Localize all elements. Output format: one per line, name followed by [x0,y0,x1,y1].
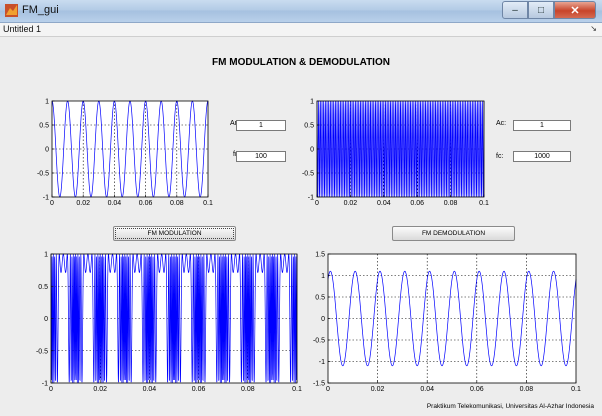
x-tick-label: 0.08 [520,386,534,393]
y-tick-label: -1 [43,195,49,202]
window-titlebar: FM_gui – □ ✕ [0,0,602,23]
x-tick-label: 0.06 [410,200,424,207]
y-tick-label: 0.5 [38,284,48,291]
x-tick-label: 0 [49,386,53,393]
y-tick-label: 1 [45,99,49,106]
fc-label: fc: [496,153,504,160]
window-title: FM_gui [22,4,59,16]
x-tick-label: 0.02 [76,200,90,207]
y-tick-label: -0.5 [37,171,49,178]
maximize-button[interactable]: □ [528,1,554,19]
fm-input[interactable] [236,151,286,162]
y-tick-label: 1 [44,252,48,259]
y-tick-label: 1 [310,99,314,106]
y-tick-label: 0.5 [315,295,325,302]
x-tick-label: 0.06 [139,200,153,207]
x-tick-label: 0.06 [470,386,484,393]
y-tick-label: -0.5 [302,171,314,178]
matlab-icon [5,4,18,17]
am-input[interactable] [236,120,286,131]
x-tick-label: 0.04 [143,386,157,393]
x-tick-label: 0.02 [371,386,385,393]
y-tick-label: -0.5 [36,348,48,355]
y-tick-label: 0 [310,147,314,154]
fm-demodulation-button[interactable]: FM DEMODULATION [392,226,515,241]
x-tick-label: 0.1 [479,200,489,207]
x-tick-label: 0.04 [377,200,391,207]
y-tick-label: -0.5 [313,338,325,345]
x-tick-label: 0.06 [192,386,206,393]
x-tick-label: 0.08 [241,386,255,393]
maximize-icon: □ [537,4,545,16]
minimize-icon: – [512,4,518,16]
y-tick-label: -1 [308,195,314,202]
footer-credit: Praktikum Telekomunikasi, Universitas Al… [426,403,594,410]
x-tick-label: 0.08 [170,200,184,207]
y-tick-label: 0.5 [304,123,314,130]
x-tick-label: 0 [326,386,330,393]
close-button[interactable]: ✕ [554,1,596,19]
y-tick-label: 0.5 [39,123,49,130]
fm-modulation-button[interactable]: FM MODULATION [113,226,236,241]
y-tick-label: 0 [45,147,49,154]
x-tick-label: 0.1 [292,386,302,393]
x-tick-label: 0.02 [344,200,358,207]
x-tick-label: 0.04 [420,386,434,393]
y-tick-label: 0 [44,316,48,323]
y-tick-label: 1 [321,273,325,280]
fm-modulation-label: FM MODULATION [147,230,202,237]
fc-input[interactable] [513,151,571,162]
modulated-plot: 0 0.02 0.04 0.06 0.08 0.1 -1 -0.5 0 0.5 1 [36,252,302,394]
window-controls: – □ ✕ [502,1,596,19]
y-tick-label: -1 [42,381,48,388]
x-tick-label: 0.04 [108,200,122,207]
series-line [327,270,577,367]
ac-input[interactable] [513,120,571,131]
x-tick-label: 0.02 [93,386,107,393]
undock-arrow-icon[interactable]: ↘ [590,24,597,33]
y-tick-label: -1.5 [313,381,325,388]
ac-label: Ac: [496,120,507,127]
close-icon: ✕ [570,4,580,17]
x-tick-label: 0 [50,200,54,207]
document-tab[interactable]: Untitled 1 [3,24,42,34]
x-tick-label: 0.1 [203,200,213,207]
document-bar: Untitled 1 ↘ [0,23,602,37]
demodulated-plot: 0 0.02 0.04 0.06 0.08 0.1 -1.5 -1 -0.5 0 0.5 1 1.5 [313,252,581,394]
fm-demodulation-label: FM DEMODULATION [421,230,486,237]
x-tick-label: 0.08 [444,200,458,207]
message-plot: 0 0.02 0.04 0.06 0.08 0.1 -1 -0.5 0 0.5 1 [37,99,213,208]
x-tick-label: 0 [315,200,319,207]
y-tick-label: 1.5 [315,252,325,259]
carrier-plot: 0 0.02 0.04 0.06 0.08 0.1 -1 -0.5 0 0.5 1 [302,99,489,208]
minimize-button[interactable]: – [502,1,528,19]
y-tick-label: 0 [321,316,325,323]
page-title: FM MODULATION & DEMODULATION [212,57,390,68]
y-tick-label: -1 [319,359,325,366]
x-tick-label: 0.1 [571,386,581,393]
